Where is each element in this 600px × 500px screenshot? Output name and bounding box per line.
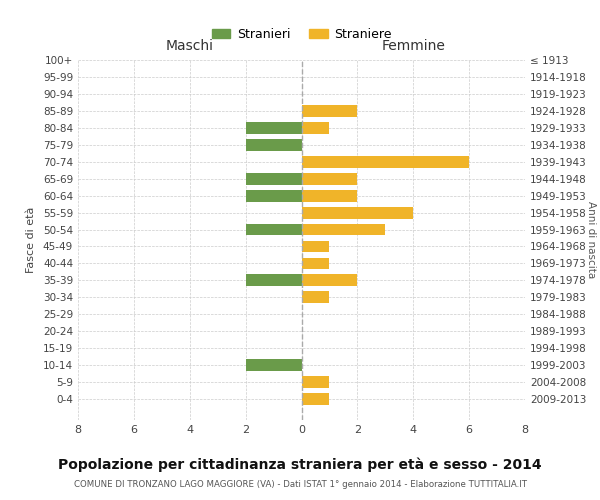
- Bar: [302, 393, 329, 405]
- Legend: Stranieri, Straniere: Stranieri, Straniere: [206, 23, 397, 46]
- Bar: [302, 206, 413, 218]
- Bar: [245, 274, 302, 286]
- Text: Maschi: Maschi: [166, 40, 214, 54]
- Text: Femmine: Femmine: [382, 40, 445, 54]
- Bar: [302, 292, 329, 304]
- Bar: [245, 359, 302, 371]
- Text: Popolazione per cittadinanza straniera per età e sesso - 2014: Popolazione per cittadinanza straniera p…: [58, 458, 542, 472]
- Bar: [302, 258, 329, 270]
- Bar: [302, 122, 329, 134]
- Bar: [245, 190, 302, 202]
- Bar: [302, 172, 358, 184]
- Text: Anni di nascita: Anni di nascita: [586, 202, 596, 278]
- Bar: [302, 156, 469, 168]
- Bar: [302, 240, 329, 252]
- Bar: [302, 105, 358, 117]
- Bar: [302, 274, 358, 286]
- Bar: [245, 224, 302, 235]
- Bar: [302, 224, 385, 235]
- Bar: [245, 139, 302, 150]
- Bar: [245, 122, 302, 134]
- Text: COMUNE DI TRONZANO LAGO MAGGIORE (VA) - Dati ISTAT 1° gennaio 2014 - Elaborazion: COMUNE DI TRONZANO LAGO MAGGIORE (VA) - …: [74, 480, 527, 489]
- Bar: [245, 172, 302, 184]
- Y-axis label: Fasce di età: Fasce di età: [26, 207, 36, 273]
- Bar: [302, 376, 329, 388]
- Bar: [302, 190, 358, 202]
